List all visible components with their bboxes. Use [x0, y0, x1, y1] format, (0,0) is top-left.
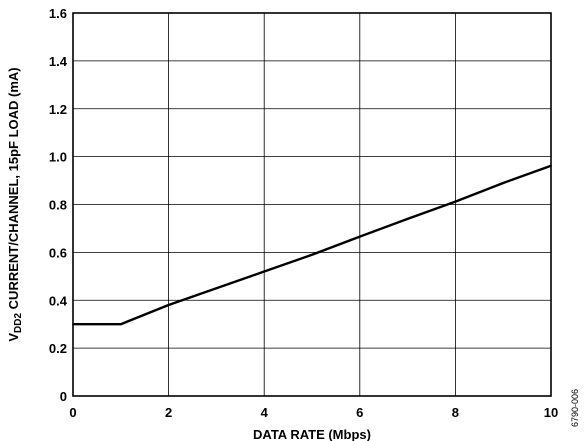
y-tick-label: 0.2: [49, 341, 67, 356]
data-point: [167, 304, 170, 306]
y-axis-label-prefix: V: [6, 333, 21, 342]
series-layer: [72, 164, 552, 326]
y-tick-label: 1.0: [49, 150, 67, 165]
y-tick-label: 1.6: [49, 6, 67, 21]
plot-area-frame: [72, 12, 552, 397]
y-tick-label: 0.8: [49, 198, 67, 213]
x-tick-label: 10: [544, 405, 558, 420]
y-axis-label: VDD2 CURRENT/CHANNEL, 15pF LOAD (mA): [6, 67, 24, 341]
y-axis-label-rest: CURRENT/CHANNEL, 15pF LOAD (mA): [6, 67, 21, 313]
grid-lines: [72, 12, 552, 397]
data-point: [502, 182, 505, 184]
figure-id: 6790-006: [570, 389, 580, 427]
x-tick-label: 4: [261, 405, 269, 420]
y-tick-label: 1.4: [49, 54, 68, 69]
data-point: [215, 287, 218, 290]
x-axis-label: DATA RATE (Mbps): [253, 427, 371, 441]
y-tick-labels: 0 0.2 0.4 0.6 0.8 1.0 1.2 1.4 1.6: [49, 6, 68, 404]
y-tick-label: 0: [60, 389, 67, 404]
x-tick-label: 8: [452, 405, 459, 420]
data-point: [263, 270, 266, 273]
y-tick-label: 0.6: [49, 245, 67, 260]
data-point: [359, 235, 361, 238]
x-tick-label: 6: [356, 405, 363, 420]
x-tick-labels: 0 2 4 6 8 10: [69, 405, 558, 420]
data-point: [311, 253, 313, 256]
x-tick-label: 0: [69, 405, 76, 420]
data-point: [120, 323, 122, 325]
y-tick-label: 1.2: [49, 102, 67, 117]
data-point: [406, 218, 409, 220]
y-axis-label-subscript: DD2: [13, 313, 24, 333]
y-tick-label: 0.4: [49, 293, 68, 308]
x-tick-label: 2: [165, 405, 172, 420]
data-point: [454, 200, 457, 203]
